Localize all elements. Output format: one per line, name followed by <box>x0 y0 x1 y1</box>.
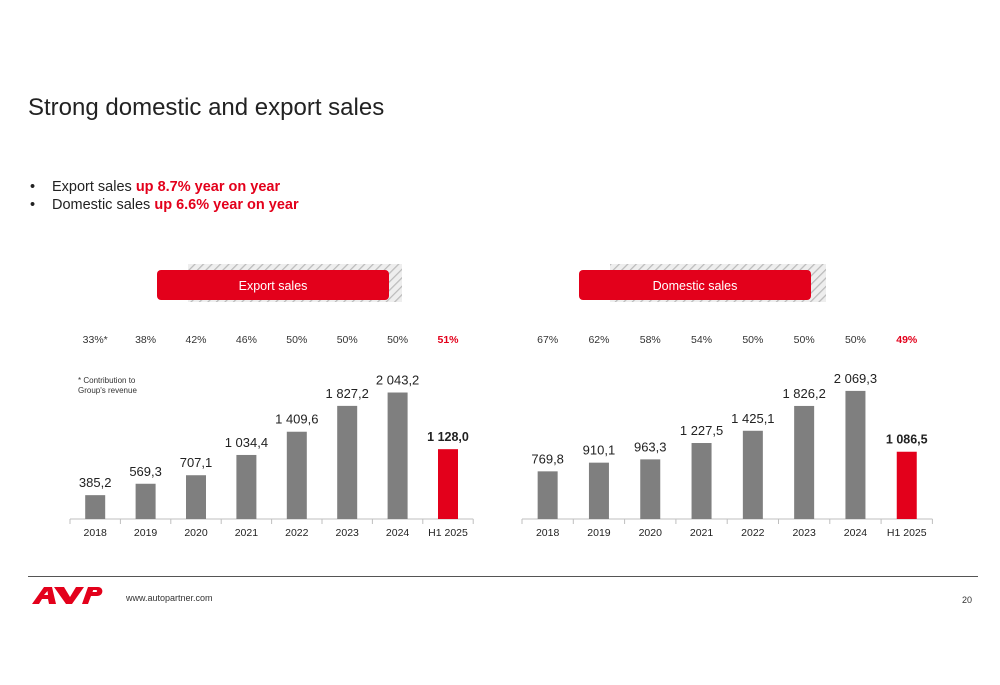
bar <box>845 390 866 519</box>
bar <box>794 405 815 519</box>
share-label: 50% <box>845 334 866 346</box>
bar <box>387 392 408 519</box>
bullet-marker: • <box>30 179 36 195</box>
data-label: 1 826,2 <box>782 386 825 401</box>
bullet-highlight: up 8.7% year on year <box>135 179 281 195</box>
x-tick-label: 2022 <box>741 527 765 539</box>
summary-bullets: • Export sales up 8.7% year on year • Dome… <box>30 178 299 214</box>
x-tick-label: 2024 <box>844 527 868 539</box>
x-tick-label: H1 2025 <box>428 527 468 539</box>
bar <box>135 483 156 519</box>
bullet-marker: • <box>30 197 36 213</box>
data-label: 769,8 <box>531 451 564 466</box>
bullet-export: • Export sales up 8.7% year on year <box>30 178 299 196</box>
share-label: 33%* <box>83 334 108 346</box>
bullet-highlight: up 6.6% year on year <box>154 197 299 213</box>
data-label: 569,3 <box>129 464 162 479</box>
chart-footnote: * Contribution to Group's revenue <box>78 376 137 395</box>
bar <box>186 475 206 519</box>
data-label: 1 425,1 <box>731 411 774 426</box>
share-label: 50% <box>337 334 358 346</box>
bullet-domestic: • Domestic sales up 6.6% year on year <box>30 196 299 214</box>
bar <box>236 454 257 519</box>
x-tick-label: 2023 <box>336 527 360 539</box>
share-label: 67% <box>537 334 558 346</box>
chart-header-banner <box>157 270 389 300</box>
x-tick-label: 2019 <box>134 527 158 539</box>
share-label: 50% <box>794 334 815 346</box>
x-tick-label: 2020 <box>639 527 663 539</box>
x-tick-label: 2019 <box>587 527 611 539</box>
chart-title: Export sales <box>239 279 308 293</box>
bar <box>896 451 917 519</box>
page-number: 20 <box>961 595 972 605</box>
data-label: 707,1 <box>180 455 213 470</box>
share-label: 51% <box>437 334 459 346</box>
share-label: 50% <box>286 334 307 346</box>
x-tick-label: 2022 <box>285 527 309 539</box>
data-label: 1 034,4 <box>225 435 268 450</box>
share-label: 50% <box>387 334 408 346</box>
x-tick-label: 2018 <box>536 527 560 539</box>
data-label: 963,3 <box>634 439 667 454</box>
page-title: Strong domestic and export sales <box>28 94 385 121</box>
bullet-text: Domestic sales <box>52 197 155 213</box>
footer-divider <box>28 576 978 577</box>
data-label: 1 827,2 <box>326 386 369 401</box>
share-label: 49% <box>896 334 918 346</box>
share-label: 42% <box>185 334 206 346</box>
data-label: 2 043,2 <box>376 373 419 388</box>
data-label: 1 227,5 <box>680 423 723 438</box>
x-tick-label: 2023 <box>792 527 816 539</box>
data-label: 1 128,0 <box>427 430 469 444</box>
x-tick-label: 2018 <box>84 527 108 539</box>
data-label: 910,1 <box>583 443 616 458</box>
share-label: 54% <box>691 334 712 346</box>
share-label: 38% <box>135 334 156 346</box>
x-tick-label: H1 2025 <box>887 527 927 539</box>
footer-url[interactable]: www.autopartner.com <box>126 593 213 603</box>
share-label: 58% <box>640 334 661 346</box>
bar <box>691 443 712 519</box>
x-tick-label: 2021 <box>690 527 714 539</box>
share-label: 46% <box>236 334 257 346</box>
autopartner-logo-icon <box>32 587 103 604</box>
bullet-text: Export sales <box>52 179 136 195</box>
chart-header-banner <box>579 270 811 300</box>
chart-title: Domestic sales <box>653 279 738 293</box>
data-label: 385,2 <box>79 475 112 490</box>
bar <box>742 430 763 519</box>
data-label: 1 409,6 <box>275 412 318 427</box>
data-label: 2 069,3 <box>834 371 877 386</box>
share-label: 62% <box>588 334 609 346</box>
x-tick-label: 2020 <box>184 527 208 539</box>
x-tick-label: 2021 <box>235 527 259 539</box>
data-label: 1 086,5 <box>886 433 928 447</box>
bar <box>286 431 307 519</box>
bar <box>438 449 458 519</box>
bar <box>85 495 106 519</box>
x-tick-label: 2024 <box>386 527 410 539</box>
bar <box>588 462 609 519</box>
bar <box>640 459 661 519</box>
bar <box>337 405 358 519</box>
bar <box>537 471 558 519</box>
share-label: 50% <box>742 334 763 346</box>
